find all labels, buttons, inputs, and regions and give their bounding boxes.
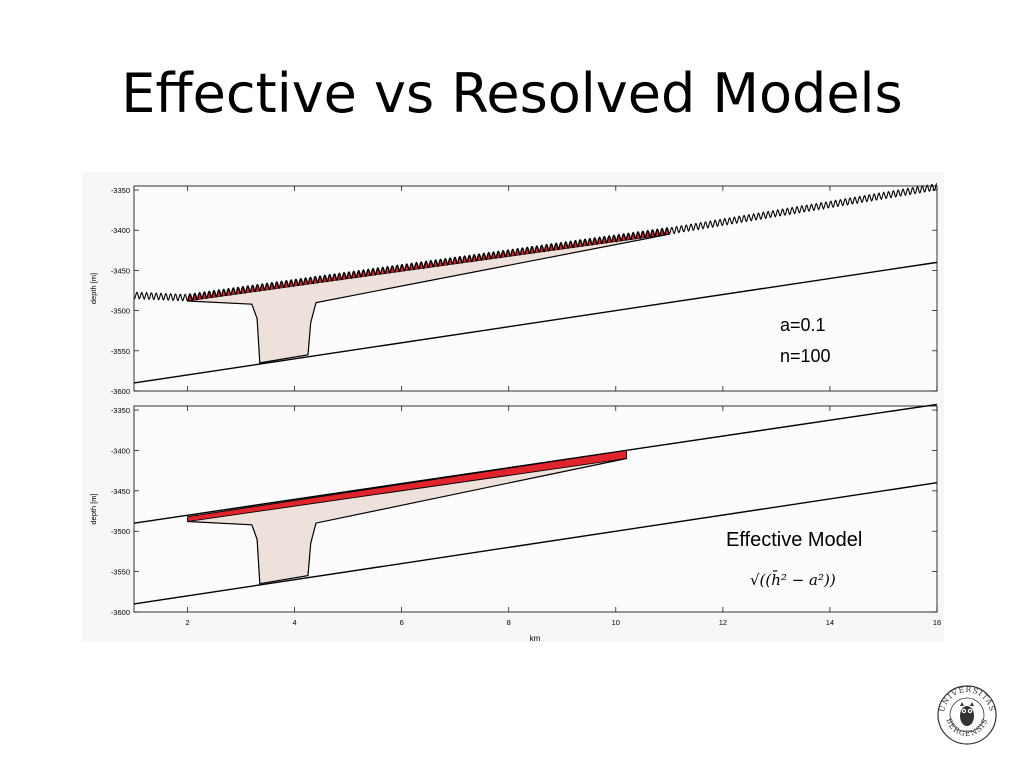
slide-title: Effective vs Resolved Models xyxy=(121,62,903,125)
trap-outline xyxy=(187,233,670,364)
x-tick-label: 16 xyxy=(933,618,941,627)
trap-fill xyxy=(187,458,627,584)
x-tick-label: 8 xyxy=(507,618,511,627)
y-tick-label: -3550 xyxy=(111,347,130,356)
x-tick-label: 14 xyxy=(826,618,834,627)
annotation-n: n=100 xyxy=(780,346,831,366)
y-tick-label: -3350 xyxy=(111,186,130,195)
y-tick-label: -3500 xyxy=(111,527,130,536)
y-tick-label: -3600 xyxy=(111,387,130,396)
x-tick-label: 10 xyxy=(612,618,620,627)
annotation-effective-model: Effective Model xyxy=(726,529,862,551)
x-tick-label: 6 xyxy=(400,618,404,627)
y-axis-label: depth [m] xyxy=(89,273,98,304)
trap-fill xyxy=(187,234,670,363)
y-tick-label: -3350 xyxy=(111,406,130,415)
formula-label: √((h̄² − a²)) xyxy=(750,571,836,589)
effective-cap-layer xyxy=(187,449,627,523)
trap-outline xyxy=(187,457,627,585)
x-tick-label: 2 xyxy=(185,618,189,627)
bottom-surface-line xyxy=(133,261,938,384)
university-seal-logo: UNIVERSITAS BERGENSIS xyxy=(937,685,997,745)
owl-icon xyxy=(960,702,974,726)
bottom-surface-line xyxy=(133,482,938,605)
x-tick-label: 4 xyxy=(293,618,297,627)
bottom-panel: -3350 -3400 -3450 -3500 -3550 -3600 2 4 6 8 10 12 14… xyxy=(89,403,941,627)
y-tick-label: -3500 xyxy=(111,307,130,316)
top-surface-corrugated-line xyxy=(133,183,938,302)
x-tick-label: 12 xyxy=(719,618,727,627)
y-tick-label: -3450 xyxy=(111,266,130,275)
y-tick-label: -3550 xyxy=(111,568,130,577)
y-tick-label: -3450 xyxy=(111,487,130,496)
y-tick-label: -3400 xyxy=(111,226,130,235)
top-panel: -3350 -3400 -3450 -3500 -3550 -3600 depth [m] a… xyxy=(89,183,938,396)
y-tick-label: -3400 xyxy=(111,446,130,455)
y-tick-label: -3600 xyxy=(111,608,130,617)
x-axis-label: km xyxy=(530,634,541,643)
annotation-a: a=0.1 xyxy=(780,315,826,335)
y-axis-label: depth [m] xyxy=(89,493,98,524)
